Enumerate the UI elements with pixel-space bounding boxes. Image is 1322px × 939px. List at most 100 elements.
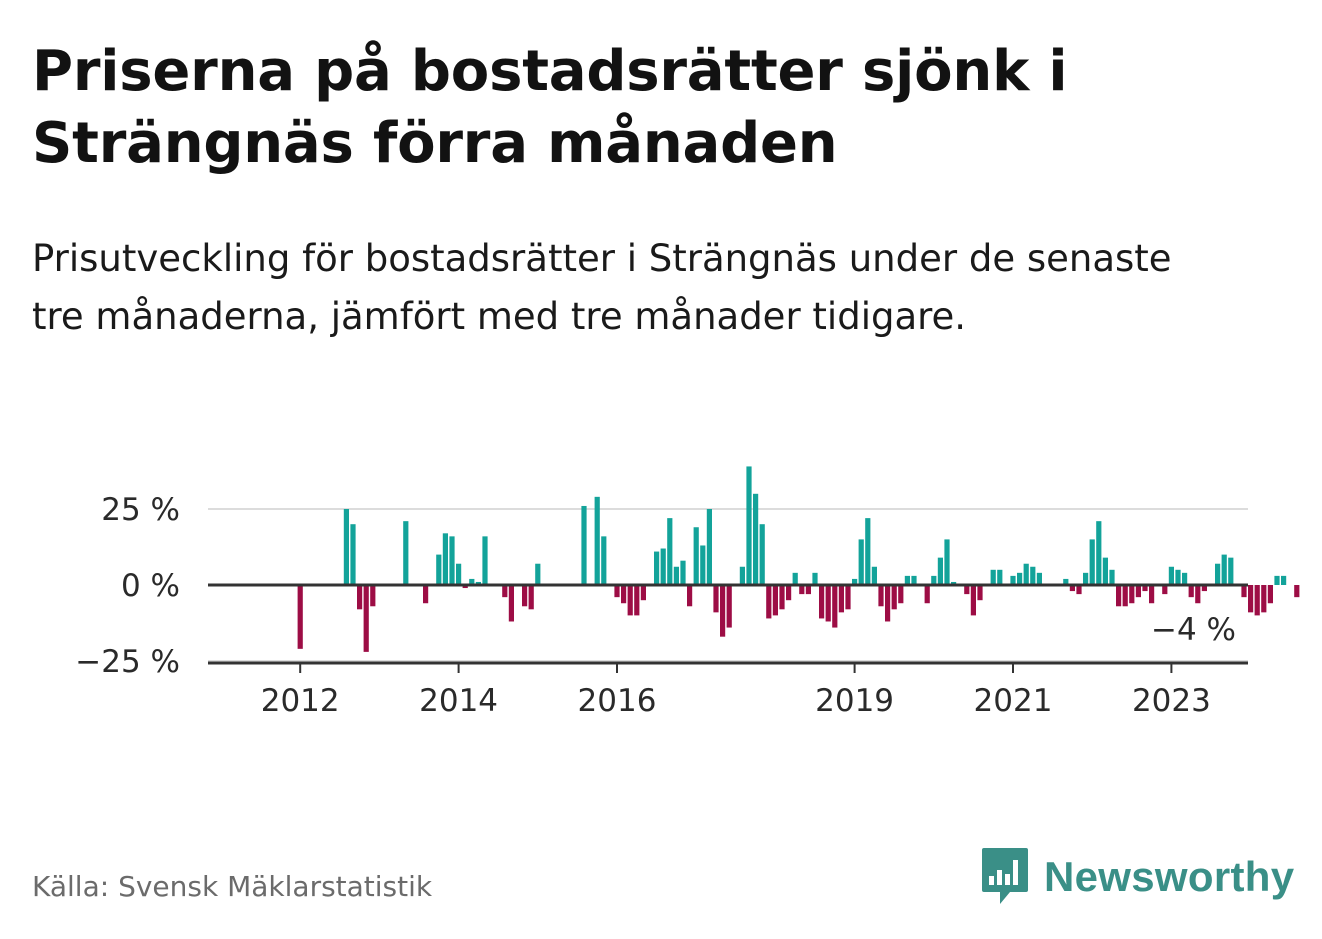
bar <box>1069 585 1075 592</box>
bar <box>436 554 442 585</box>
bar <box>970 585 976 616</box>
bar <box>1083 572 1089 585</box>
bar <box>357 585 363 610</box>
x-tick-label: 2012 <box>261 683 340 719</box>
bar <box>713 585 719 613</box>
bar <box>1036 572 1042 585</box>
bar <box>1122 585 1128 607</box>
bar <box>343 509 349 585</box>
bar <box>1063 578 1069 585</box>
bar <box>799 585 805 595</box>
bar <box>819 585 825 619</box>
bar <box>990 569 996 585</box>
bar <box>779 585 785 610</box>
bar <box>363 585 369 652</box>
bar <box>1116 585 1122 607</box>
bar <box>654 551 660 585</box>
bar <box>1076 585 1082 595</box>
x-tick-label: 2021 <box>974 683 1053 719</box>
bar <box>614 585 620 598</box>
bar <box>964 585 970 595</box>
bar <box>1109 569 1115 585</box>
bar <box>898 585 904 604</box>
bar <box>753 493 759 585</box>
bar <box>1030 566 1036 585</box>
bar <box>687 585 693 607</box>
bar <box>482 536 488 585</box>
bar <box>673 566 679 585</box>
bar <box>1129 585 1135 604</box>
bar <box>403 521 409 585</box>
x-tick-label: 2016 <box>578 683 657 719</box>
bar <box>693 527 699 585</box>
bar <box>997 569 1003 585</box>
bar <box>1261 585 1267 613</box>
bar <box>1267 585 1273 604</box>
bar <box>442 533 448 585</box>
grid-layer <box>208 508 1248 662</box>
bar <box>423 585 429 604</box>
bar <box>825 585 831 622</box>
bar <box>720 585 726 637</box>
bar <box>845 585 851 610</box>
newsworthy-logo-icon <box>982 848 1028 904</box>
bar <box>1294 585 1300 598</box>
bar <box>1241 585 1247 598</box>
bar <box>1274 575 1280 585</box>
bar <box>951 581 957 585</box>
bar <box>891 585 897 610</box>
bar <box>1142 585 1148 592</box>
bar <box>838 585 844 613</box>
bar <box>1149 585 1155 604</box>
bar <box>904 575 910 585</box>
bar <box>469 578 475 585</box>
bar <box>1010 575 1016 585</box>
bar <box>1023 563 1029 585</box>
bar <box>621 585 627 604</box>
bar <box>700 545 706 585</box>
bar <box>1162 585 1168 595</box>
bar <box>1195 585 1201 604</box>
bar <box>1175 569 1181 585</box>
bar <box>786 585 792 601</box>
bar <box>1221 554 1227 585</box>
bar <box>1188 585 1194 598</box>
bar <box>858 539 864 585</box>
bar <box>706 509 712 585</box>
bars <box>297 466 1300 652</box>
x-tick-label: 2023 <box>1132 683 1211 719</box>
x-tick-label: 2019 <box>815 683 894 719</box>
bar <box>805 585 811 595</box>
bar <box>475 581 481 585</box>
bar <box>885 585 891 622</box>
bar <box>852 578 858 585</box>
bar <box>581 505 587 585</box>
bar <box>1228 557 1234 585</box>
bar <box>502 585 508 598</box>
last-value-label: −4 % <box>1151 612 1236 648</box>
bar-chart: 25 % 0 % −25 % 2012 2014 2016 2019 2021 2023 −4… <box>75 466 1300 719</box>
bar <box>1135 585 1141 598</box>
bar <box>1281 575 1287 585</box>
bar <box>1248 585 1254 613</box>
brand-name: Newsworthy <box>1044 853 1295 900</box>
bar <box>937 557 943 585</box>
source-note: Källa: Svensk Mäklarstatistik <box>32 870 433 903</box>
bar <box>522 585 528 607</box>
bar <box>977 585 983 601</box>
bar <box>865 518 871 585</box>
bar <box>370 585 376 607</box>
y-tick-label: −25 % <box>75 644 180 680</box>
bar <box>627 585 633 616</box>
bar <box>726 585 732 628</box>
bar <box>508 585 514 622</box>
bar <box>759 524 765 585</box>
bar <box>1168 566 1174 585</box>
bar <box>449 536 455 585</box>
bar <box>456 563 462 585</box>
bar <box>350 524 356 585</box>
bar <box>1182 572 1188 585</box>
bar <box>832 585 838 628</box>
bar <box>924 585 930 604</box>
bar <box>911 575 917 585</box>
